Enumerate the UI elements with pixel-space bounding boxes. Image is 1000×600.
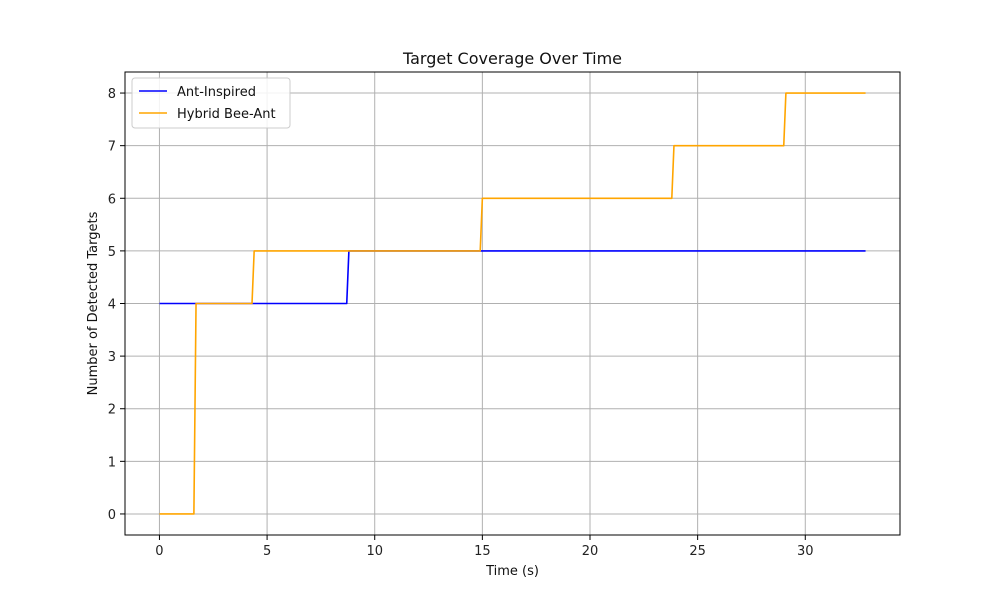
series-line-0 [159, 250, 866, 305]
y-tick-label: 4 [108, 298, 116, 313]
y-tick-label: 0 [108, 508, 116, 523]
x-tick-label: 25 [689, 544, 706, 559]
legend-label-0: Ant-Inspired [177, 85, 256, 100]
x-tick-label: 20 [582, 544, 599, 559]
series-lines [159, 92, 866, 515]
series-line-1 [159, 92, 866, 515]
x-tick-label: 15 [474, 544, 491, 559]
axis-ticks: 0 5 10 15 20 25 30 0 1 2 3 4 5 6 7 8 [108, 87, 814, 559]
y-tick-label: 7 [108, 140, 116, 155]
chart-title: Target Coverage Over Time [402, 49, 622, 68]
legend-label-1: Hybrid Bee-Ant [177, 107, 276, 122]
x-axis-label: Time (s) [485, 564, 539, 579]
y-tick-label: 3 [108, 350, 116, 365]
y-tick-label: 2 [108, 403, 116, 418]
y-tick-label: 1 [108, 455, 116, 470]
y-tick-label: 8 [108, 87, 116, 102]
x-tick-label: 10 [366, 544, 383, 559]
x-tick-label: 0 [155, 544, 163, 559]
legend: Ant-Inspired Hybrid Bee-Ant [131, 77, 291, 129]
y-axis-label: Number of Detected Targets [86, 211, 101, 395]
y-tick-label: 5 [108, 245, 116, 260]
legend-box [131, 77, 291, 129]
x-tick-label: 30 [797, 544, 814, 559]
y-tick-label: 6 [108, 192, 116, 207]
x-tick-label: 5 [263, 544, 271, 559]
